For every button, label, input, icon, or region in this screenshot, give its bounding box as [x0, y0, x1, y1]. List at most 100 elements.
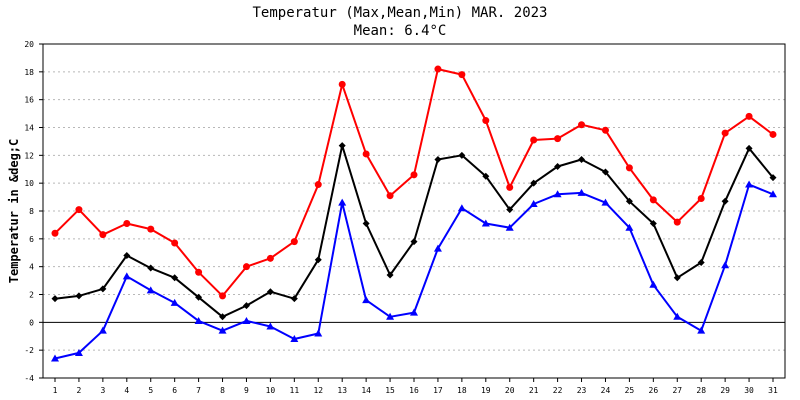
data-point — [769, 130, 777, 138]
y-tick-label: 12 — [24, 151, 34, 160]
data-point — [314, 256, 322, 264]
data-point — [721, 129, 729, 137]
data-point — [75, 292, 83, 300]
data-point — [266, 254, 274, 262]
y-tick-label: 14 — [24, 124, 34, 133]
x-tick-label: 6 — [172, 386, 177, 395]
x-tick-label: 10 — [266, 386, 276, 395]
data-point — [170, 298, 179, 306]
x-tick-label: 1 — [53, 386, 58, 395]
y-tick-label: 8 — [29, 207, 34, 216]
x-tick-label: 2 — [77, 386, 82, 395]
data-point — [99, 231, 107, 239]
data-point — [242, 263, 250, 271]
data-point — [362, 296, 371, 304]
x-tick-label: 28 — [696, 386, 706, 395]
y-tick-label: -4 — [24, 374, 34, 383]
data-point — [410, 171, 418, 179]
data-point — [505, 223, 514, 231]
x-tick-label: 29 — [720, 386, 730, 395]
y-tick-label: 6 — [29, 235, 34, 244]
data-point — [314, 181, 322, 189]
data-point — [219, 313, 227, 321]
x-tick-label: 21 — [529, 386, 539, 395]
data-point — [123, 252, 131, 260]
data-point — [529, 200, 538, 208]
data-point — [649, 280, 658, 288]
x-tick-label: 27 — [672, 386, 682, 395]
data-point — [578, 156, 586, 164]
data-point — [625, 197, 633, 205]
data-point — [194, 316, 203, 324]
x-tick-label: 31 — [768, 386, 778, 395]
data-point — [171, 274, 179, 282]
x-tick-label: 18 — [457, 386, 467, 395]
data-point — [218, 326, 227, 334]
data-point — [601, 168, 609, 176]
data-point — [745, 180, 754, 188]
data-point — [98, 326, 107, 334]
x-tick-label: 5 — [148, 386, 153, 395]
data-point — [578, 121, 586, 129]
y-tick-label: 4 — [29, 263, 34, 272]
x-tick-label: 30 — [744, 386, 754, 395]
data-point — [266, 288, 274, 296]
data-point — [697, 258, 705, 266]
data-point — [122, 272, 131, 280]
x-tick-label: 13 — [337, 386, 347, 395]
data-point — [99, 285, 107, 293]
data-point — [673, 312, 682, 320]
data-point — [410, 238, 418, 246]
x-tick-label: 25 — [625, 386, 635, 395]
data-point — [673, 218, 681, 226]
data-point — [314, 329, 323, 337]
data-point — [506, 183, 514, 191]
y-tick-label: 2 — [29, 291, 34, 300]
data-point — [410, 308, 418, 316]
data-point — [219, 292, 227, 300]
x-tick-label: 17 — [433, 386, 443, 395]
x-tick-label: 3 — [100, 386, 105, 395]
data-point — [338, 80, 346, 88]
data-point — [51, 295, 59, 303]
plot-frame — [42, 43, 786, 379]
data-point — [601, 126, 609, 134]
data-point — [506, 206, 514, 214]
data-point — [290, 238, 298, 246]
data-point — [481, 219, 490, 227]
y-tick-label: -2 — [24, 346, 34, 355]
x-tick-label: 4 — [124, 386, 129, 395]
data-point — [434, 65, 442, 73]
y-tick-label: 18 — [24, 68, 34, 77]
data-point — [266, 322, 275, 330]
data-point — [458, 71, 466, 79]
data-point — [601, 198, 610, 206]
y-tick-label: 16 — [24, 96, 34, 105]
data-point — [338, 142, 346, 150]
x-tick-label: 8 — [220, 386, 225, 395]
x-tick-label: 16 — [409, 386, 419, 395]
data-point — [386, 192, 394, 200]
data-point — [625, 223, 634, 231]
data-point — [290, 335, 299, 343]
data-point — [147, 225, 155, 233]
y-tick-label: 10 — [24, 179, 34, 188]
data-point — [697, 194, 705, 202]
data-point — [195, 268, 203, 276]
data-point — [769, 190, 777, 198]
data-point — [146, 286, 155, 294]
data-point — [362, 150, 370, 158]
data-point — [649, 220, 657, 228]
data-point — [51, 229, 59, 237]
x-tick-label: 24 — [601, 386, 611, 395]
x-tick-label: 12 — [313, 386, 323, 395]
data-point — [386, 271, 394, 279]
data-point — [554, 162, 562, 170]
data-point — [362, 220, 370, 228]
data-point — [242, 302, 250, 310]
data-point — [434, 156, 442, 164]
data-point — [649, 196, 657, 204]
data-point — [745, 144, 753, 152]
data-point — [433, 244, 442, 252]
